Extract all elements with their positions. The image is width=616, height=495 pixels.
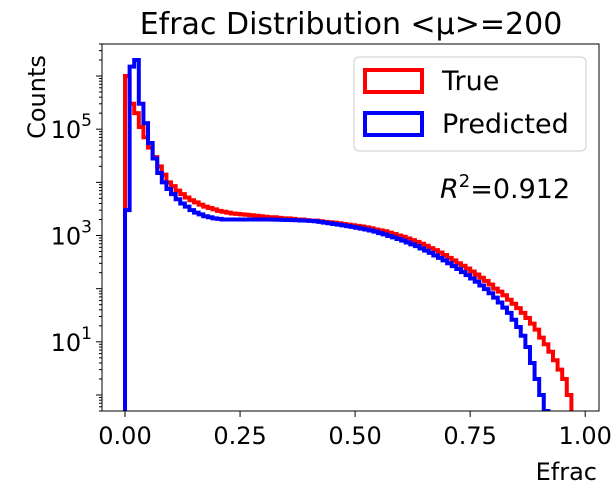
legend: True Predicted (353, 56, 587, 152)
x-axis-ticks: 0.00 0.25 0.50 0.75 1.00 (98, 411, 612, 450)
histogram-series-predicted (123, 58, 551, 411)
r-squared-exponent: 2 (459, 171, 470, 192)
legend-label-true: True (441, 66, 499, 97)
y-axis-ticks: 101 103 105 (51, 43, 102, 412)
legend-swatch-predicted (363, 111, 424, 137)
x-tick-label: 1.00 (558, 422, 611, 450)
plot-frame (101, 43, 600, 412)
x-tick-label: 0.00 (98, 422, 151, 450)
y-tick-label: 103 (51, 218, 92, 251)
series-layer (123, 58, 574, 411)
y-axis-label: Counts (23, 55, 51, 139)
r-squared-prefix: R (440, 174, 459, 205)
plot-area (101, 43, 600, 412)
chart-title: Efrac Distribution <μ>=200 (140, 7, 563, 42)
x-axis-label: Efrac (536, 458, 597, 486)
x-tick-label: 0.75 (443, 422, 496, 450)
legend-label-predicted: Predicted (442, 109, 569, 140)
x-tick-label: 0.25 (213, 422, 266, 450)
r-squared-annotation: R2=0.912 (440, 171, 570, 205)
x-tick-label: 0.50 (328, 422, 381, 450)
r-squared-value: =0.912 (470, 174, 570, 205)
y-tick-label: 105 (51, 111, 92, 144)
legend-swatch-true (363, 68, 424, 94)
y-tick-label: 101 (51, 324, 92, 357)
legend-frame (353, 56, 587, 152)
